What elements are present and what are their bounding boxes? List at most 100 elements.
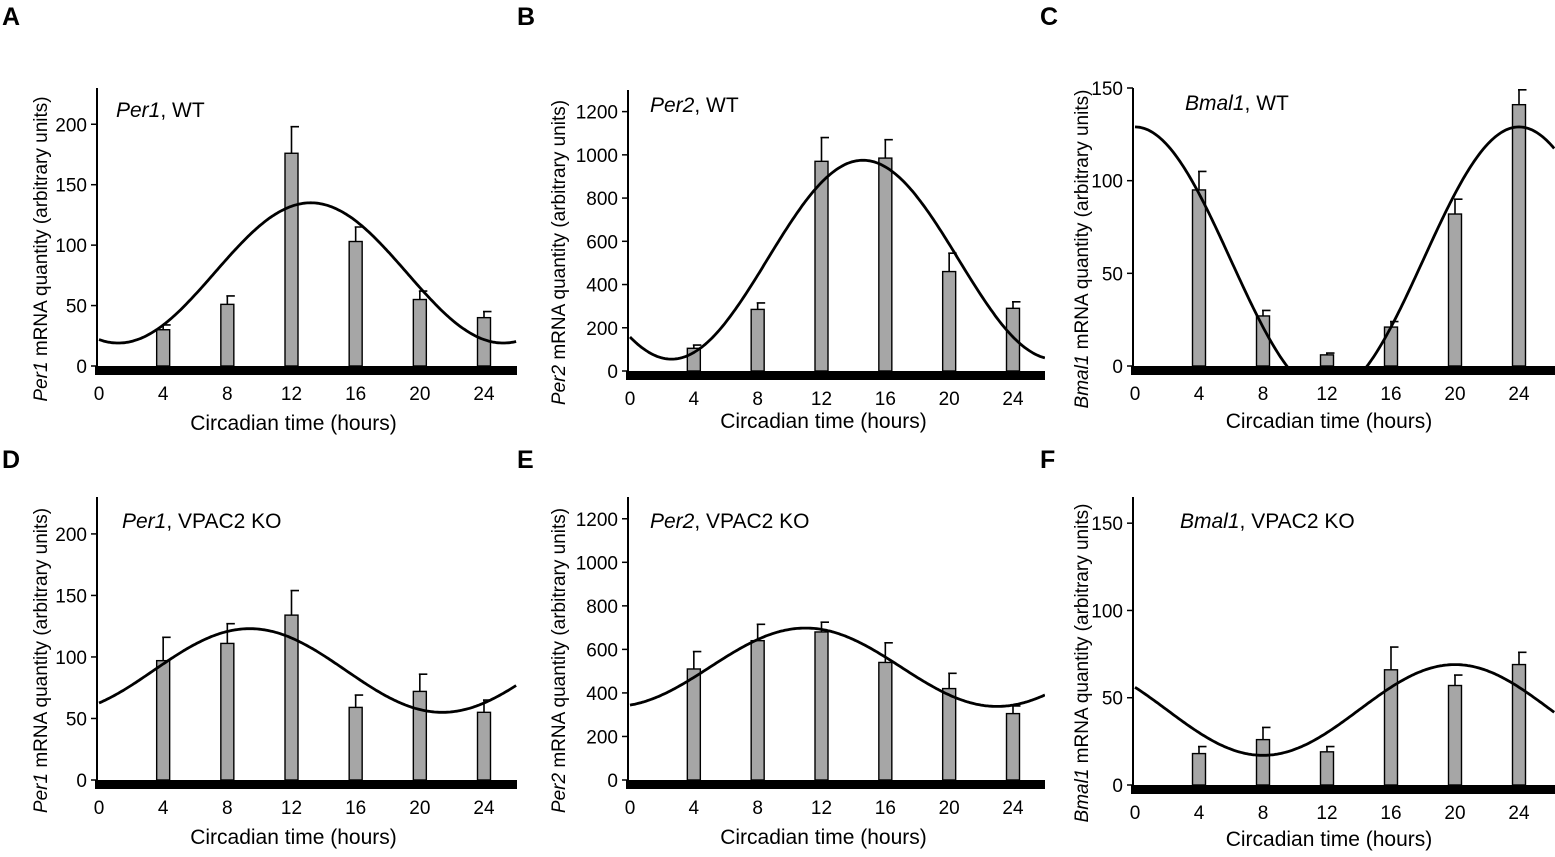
error-bar-ct8	[1262, 309, 1271, 316]
bar-ct20	[1447, 684, 1463, 786]
y-axis-title-gene: Bmal1	[1072, 769, 1093, 823]
bar-ct24	[1511, 663, 1527, 786]
x-tick-label: 12	[281, 384, 302, 405]
x-tick-label: 20	[1444, 384, 1465, 405]
error-bar-ct16	[1390, 646, 1399, 670]
x-axis-title: Circadian time (hours)	[190, 412, 397, 435]
bar-ct8	[1255, 738, 1271, 786]
bar-ct24	[1005, 712, 1021, 781]
panel-title: Per2, WT	[650, 94, 739, 117]
bar-ct12	[1319, 354, 1335, 367]
panel-label: D	[2, 446, 20, 474]
y-axis-title-rest: mRNA quantity (arbitrary units)	[31, 96, 52, 361]
x-tick-label: 20	[1444, 803, 1465, 824]
bar-ct8	[750, 308, 765, 372]
y-tick-label: 1200	[576, 510, 618, 531]
x-tick-label: 0	[94, 798, 105, 819]
bar-ct8	[220, 642, 235, 781]
error-bar-ct8	[756, 302, 766, 310]
bar-ct20	[1447, 213, 1463, 367]
x-tick-label: 8	[222, 384, 233, 405]
cosine-fit-curve	[629, 158, 1045, 361]
y-tick-label: 100	[1091, 601, 1123, 622]
x-tick-label: 0	[625, 798, 636, 819]
x-tick-label: 20	[409, 798, 430, 819]
y-tick-label: 150	[55, 586, 87, 607]
y-tick-label: 150	[1091, 514, 1123, 535]
x-axis-time-bar	[95, 780, 517, 789]
panel-title: Per2, VPAC2 KO	[650, 510, 810, 533]
y-tick-label: 0	[607, 771, 618, 792]
panel-title-gene: Bmal1	[1180, 510, 1240, 533]
y-tick-label: 600	[586, 640, 618, 661]
panel-title-genotype: , WT	[1245, 92, 1289, 115]
panel-title-genotype: , WT	[694, 94, 738, 117]
panel-title-genotype: , WT	[160, 99, 204, 122]
x-axis-title: Circadian time (hours)	[1226, 410, 1433, 433]
x-tick-label: 24	[1002, 798, 1024, 819]
y-tick-label: 400	[586, 276, 618, 297]
y-axis-title-rest: mRNA quantity (arbitrary units)	[1072, 90, 1093, 355]
y-axis-title: Per1 mRNA quantity (arbitrary units)	[31, 508, 52, 813]
y-tick-label: 50	[1102, 689, 1123, 710]
x-tick-label: 4	[689, 389, 700, 410]
error-bar-ct12	[820, 136, 829, 162]
y-axis-title-gene: Per1	[31, 361, 52, 401]
y-tick-label: 1000	[576, 146, 618, 167]
bar-ct4	[1191, 189, 1207, 367]
panel-f: F 0 50 100 150 0 4 8 12 16 20 24 Circadian time (hou…	[1040, 446, 1555, 851]
y-tick-label: 1200	[576, 103, 618, 124]
panel-a: A 0 50 100 150 200 0 4 8 12 16 20 24 Circadian time (…	[2, 3, 517, 435]
error-bar-ct16	[884, 642, 893, 663]
x-tick-label: 16	[1380, 803, 1401, 824]
x-tick-label: 12	[1316, 384, 1337, 405]
bar-ct12	[1319, 751, 1335, 786]
bar-ct8	[750, 639, 765, 781]
x-tick-label: 0	[94, 384, 105, 405]
x-tick-label: 8	[752, 798, 763, 819]
error-bar-ct4	[162, 636, 171, 661]
cosine-fit-curve	[98, 627, 517, 714]
bar-ct4	[686, 668, 702, 781]
x-axis-title: Circadian time (hours)	[1226, 828, 1433, 851]
bar-ct16	[348, 240, 363, 367]
error-bar-ct24	[1012, 705, 1021, 714]
y-axis-title-gene: Per2	[549, 365, 570, 406]
x-axis-title: Circadian time (hours)	[720, 410, 927, 433]
panel-title-gene: Per2	[650, 94, 695, 117]
x-tick-label: 20	[409, 384, 430, 405]
error-bar-ct24	[1012, 301, 1021, 309]
panel-title: Bmal1, WT	[1185, 92, 1289, 115]
x-tick-label: 12	[811, 798, 832, 819]
bar-ct20	[412, 298, 428, 367]
y-tick-label: 150	[1091, 79, 1123, 100]
y-tick-label: 1000	[576, 553, 618, 574]
bar-ct12	[284, 152, 299, 367]
y-axis-title: Bmal1 mRNA quantity (arbitrary units)	[1072, 90, 1093, 409]
error-bar-ct20	[1454, 198, 1463, 215]
panel-title: Bmal1, VPAC2 KO	[1180, 510, 1355, 533]
y-axis-title: Per2 mRNA quantity (arbitrary units)	[549, 508, 570, 813]
bar-ct4	[1191, 752, 1207, 786]
panel-label: C	[1040, 3, 1058, 31]
y-axis-title: Bmal1 mRNA quantity (arbitrary units)	[1072, 504, 1093, 823]
error-bar-ct16	[354, 226, 364, 242]
bar-ct24	[1511, 103, 1527, 367]
y-axis-title-rest: mRNA quantity (arbitrary units)	[1072, 504, 1093, 769]
error-bar-ct24	[1518, 651, 1527, 665]
x-axis-title: Circadian time (hours)	[190, 826, 397, 849]
cosine-fit-curve	[1134, 663, 1555, 757]
error-bar-ct8	[756, 623, 766, 641]
panel-title-genotype: , VPAC2 KO	[694, 510, 809, 533]
panel-c: C 0 50 100 150 0 4 8 12 16 20 24 Circadian time (hou…	[1040, 3, 1555, 433]
x-axis-time-bar	[1131, 366, 1555, 375]
y-axis-title: Per2 mRNA quantity (arbitrary units)	[549, 100, 570, 405]
y-tick-label: 0	[1112, 776, 1123, 797]
error-bar-ct24	[1518, 89, 1527, 105]
y-axis-title-rest: mRNA quantity (arbitrary units)	[549, 508, 570, 773]
y-tick-label: 800	[586, 189, 618, 210]
error-bar-ct16	[354, 694, 364, 708]
x-tick-label: 8	[1258, 384, 1269, 405]
x-tick-label: 20	[939, 389, 960, 410]
